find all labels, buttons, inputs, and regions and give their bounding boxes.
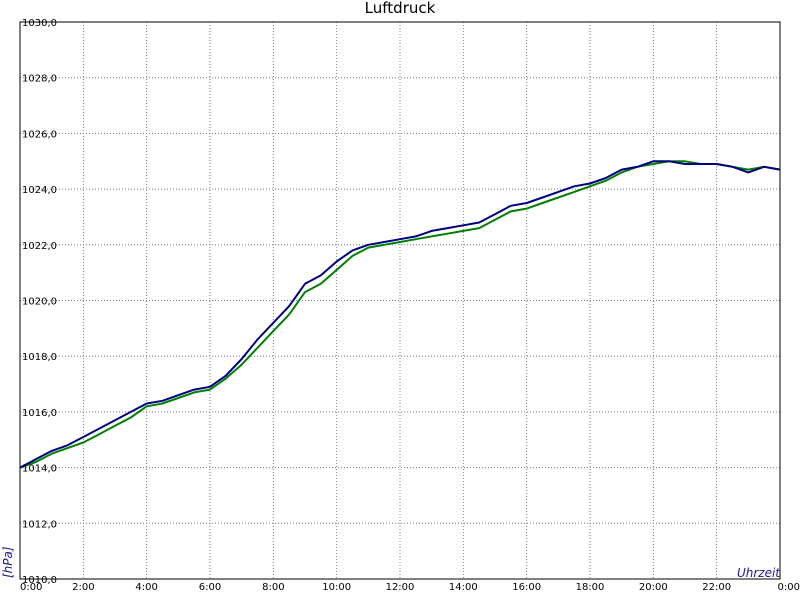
y-tick-label: 1026,0 — [22, 129, 57, 140]
grid — [20, 22, 780, 579]
x-tick-label: 8:00 — [262, 582, 284, 593]
x-tick-label: 18:00 — [576, 582, 605, 593]
chart-title: Luftdruck — [365, 0, 436, 17]
series-line — [19, 160, 781, 469]
y-tick-label: 1016,0 — [22, 408, 57, 419]
x-tick-label: 4:00 — [135, 582, 157, 593]
series-group — [19, 160, 781, 469]
x-tick-label: 14:00 — [449, 582, 478, 593]
x-tick-label: 2:00 — [72, 582, 94, 593]
y-tick-label: 1014,0 — [22, 464, 57, 475]
x-tick-label: 12:00 — [386, 582, 415, 593]
y-tick-label: 1018,0 — [22, 352, 57, 363]
x-tick-label: 22:00 — [702, 582, 731, 593]
y-tick-label: 1030,0 — [22, 18, 57, 29]
y-tick-label: 1028,0 — [22, 74, 57, 85]
y-axis-tick-labels: 1010,0 1012,0 1014,0 1016,0 1018,0 1020,0 1022… — [22, 18, 57, 586]
x-tick-label: 16:00 — [512, 582, 541, 593]
x-tick-label: 20:00 — [639, 582, 668, 593]
x-tick-label: 0:00 — [20, 582, 42, 593]
x-tick-label: 0:00 — [778, 582, 800, 593]
y-tick-label: 1010,0 — [22, 575, 57, 586]
plot-frame — [19, 21, 781, 580]
y-axis-label: [hPa] — [1, 546, 15, 578]
x-axis-tick-labels: 0:00 2:00 4:00 6:00 8:00 10:00 12:00 14:00 16:00… — [20, 582, 800, 593]
x-tick-label: 6:00 — [199, 582, 221, 593]
y-tick-label: 1012,0 — [22, 519, 57, 530]
y-tick-label: 1020,0 — [22, 297, 57, 308]
y-tick-label: 1024,0 — [22, 185, 57, 196]
y-tick-label: 1022,0 — [22, 241, 57, 252]
x-tick-label: 10:00 — [322, 582, 351, 593]
series-line — [19, 160, 781, 469]
x-axis-label: Uhrzeit — [737, 566, 781, 580]
